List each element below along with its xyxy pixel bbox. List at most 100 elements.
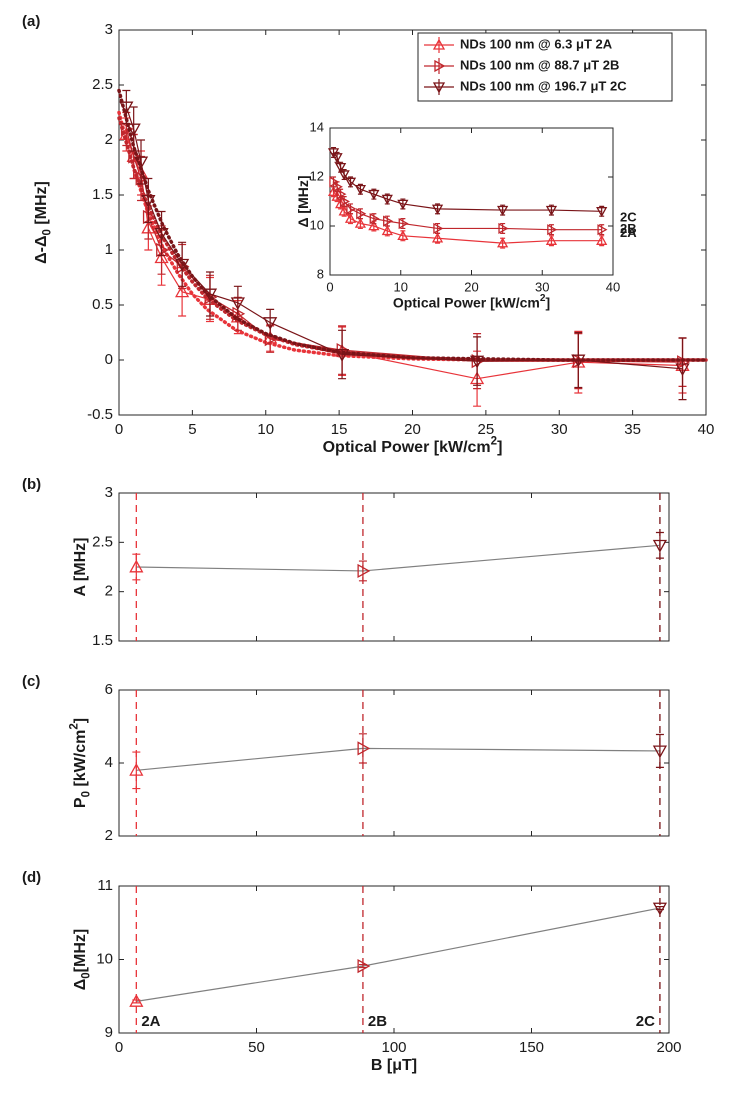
marker <box>119 101 134 115</box>
series-label: 2A <box>620 225 637 240</box>
legend-label: NDs 100 nm @ 196.7 μT 2C <box>460 78 627 93</box>
error-bar <box>348 203 354 215</box>
marker <box>344 177 357 188</box>
label-part: P <box>72 797 89 808</box>
marker <box>398 217 409 230</box>
label-part: B [μT] <box>371 1057 417 1074</box>
error-bar <box>137 139 146 185</box>
x-tick-label: 0 <box>115 1039 123 1056</box>
marker <box>368 220 380 231</box>
label-part: 0 <box>81 791 93 797</box>
point-label: 2B <box>368 1013 387 1030</box>
legend-label: NDs 100 nm @ 6.3 μT 2A <box>460 36 613 51</box>
y-tick-label: 10 <box>310 217 324 232</box>
y-tick-label: 2 <box>105 827 113 844</box>
x-tick-label: 200 <box>656 1039 681 1056</box>
axis-label: Optical Power [kW/cm2] <box>323 436 503 457</box>
x-tick-label: 30 <box>535 279 549 294</box>
marker <box>335 198 347 209</box>
y-tick-label: 0.5 <box>92 296 113 313</box>
marker <box>432 38 446 50</box>
marker <box>174 284 190 298</box>
label-part: Δ <box>72 979 89 991</box>
series-label: 2B <box>620 221 637 236</box>
marker <box>129 994 144 1007</box>
error-bar <box>473 336 482 386</box>
axis-label: Optical Power [kW/cm2] <box>393 293 550 311</box>
plot-area <box>118 689 670 837</box>
point-label: 2A <box>141 1013 160 1030</box>
marker <box>498 222 509 235</box>
label-part: A [MHz] <box>72 538 89 597</box>
marker <box>141 195 156 208</box>
error-bar <box>400 218 406 230</box>
marker <box>397 199 409 210</box>
y-tick-label: 11 <box>97 877 113 894</box>
error-bar <box>678 337 687 401</box>
marker <box>335 162 347 174</box>
label-part: 2 <box>540 293 546 304</box>
axis-label: B [μT] <box>371 1057 417 1074</box>
marker <box>263 317 278 330</box>
error-bar <box>341 196 347 207</box>
x-tick-label: 0 <box>115 421 123 438</box>
error-bar <box>144 177 153 224</box>
fit-curve <box>117 88 708 362</box>
marker <box>354 217 367 228</box>
error-bar <box>129 106 138 152</box>
marker <box>469 355 485 369</box>
marker <box>339 195 350 208</box>
x-tick-label: 15 <box>331 421 348 438</box>
error-bar <box>132 751 141 790</box>
marker <box>334 349 350 362</box>
y-tick-label: 2.5 <box>92 533 113 550</box>
marker <box>174 258 190 272</box>
y-tick-label: -0.5 <box>87 406 113 423</box>
error-bar <box>548 224 554 236</box>
marker <box>652 745 668 759</box>
marker <box>547 224 558 236</box>
error-bar <box>122 89 131 125</box>
error-bar <box>358 733 367 764</box>
y-tick-label: 9 <box>105 1024 113 1041</box>
marker <box>357 563 371 579</box>
label-part: 2 <box>69 723 81 729</box>
error-bar <box>266 308 275 337</box>
axis-label: P0 [kW/cm2] <box>69 718 93 808</box>
error-bar <box>384 215 390 227</box>
error-bar <box>358 560 367 582</box>
label-part: 0 <box>42 229 54 235</box>
marker <box>133 156 149 170</box>
marker <box>202 288 218 302</box>
marker <box>431 232 444 243</box>
marker <box>675 363 690 377</box>
marker <box>652 902 668 916</box>
x-tick-label: 10 <box>394 279 408 294</box>
label-part: [MHz] <box>72 929 89 973</box>
y-tick-label: 1.5 <box>92 632 113 649</box>
y-tick-label: 2.5 <box>92 76 113 93</box>
legend-label: NDs 100 nm @ 88.7 μT 2B <box>460 57 619 72</box>
error-bar <box>338 329 347 380</box>
marker <box>230 297 245 311</box>
marker <box>434 59 446 73</box>
marker <box>431 204 444 215</box>
marker <box>381 225 393 236</box>
marker <box>381 194 393 205</box>
axis-label: Δ-Δ0 [MHz] <box>33 181 53 264</box>
axis-label: Δ0[MHz] <box>72 929 92 990</box>
y-tick-label: 4 <box>105 754 113 771</box>
error-bar <box>178 241 187 287</box>
plot-area <box>118 492 670 642</box>
marker <box>596 234 608 245</box>
x-tick-label: 30 <box>551 421 568 438</box>
x-tick-label: 20 <box>404 421 421 438</box>
marker <box>126 123 141 137</box>
marker <box>338 170 350 181</box>
marker <box>336 188 347 200</box>
marker <box>354 184 367 196</box>
label-part: ] <box>545 294 550 310</box>
x-tick-label: 150 <box>519 1039 544 1056</box>
marker <box>397 229 409 241</box>
